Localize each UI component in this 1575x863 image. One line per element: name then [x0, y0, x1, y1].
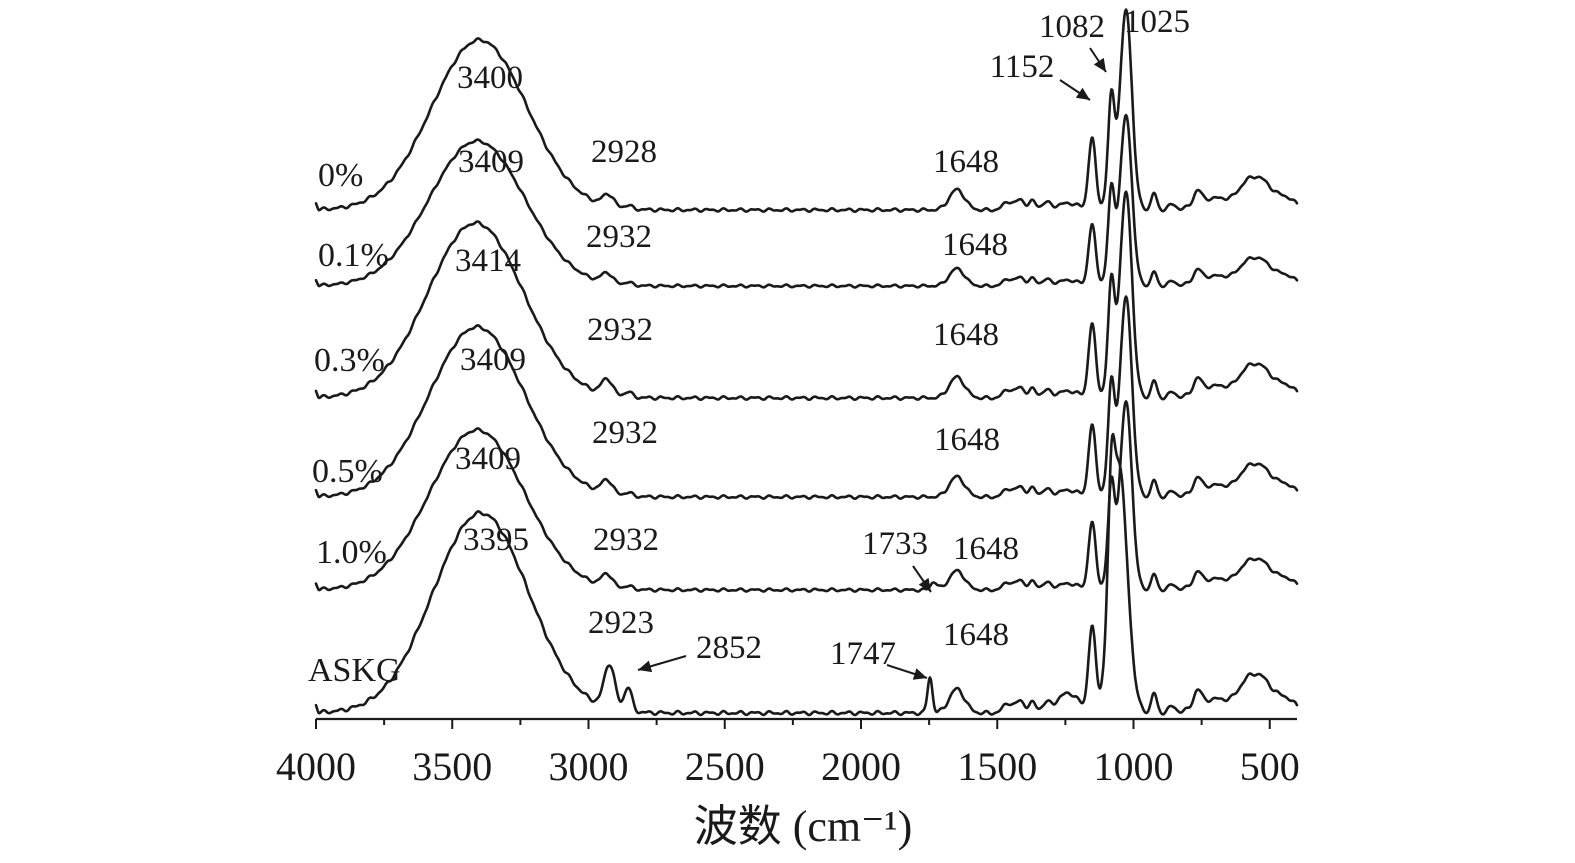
peak-label: 1648 [933, 317, 999, 353]
series-label: 0.1% [318, 237, 389, 274]
peak-label: 2932 [587, 312, 653, 348]
peak-label: 1648 [934, 422, 1000, 458]
spectrum-ASKG [314, 432, 1299, 717]
spectrum-0.5% [314, 295, 1299, 500]
peak-label: 1648 [942, 227, 1008, 263]
peak-label: 1025 [1124, 4, 1190, 40]
peak-label: 1152 [990, 49, 1055, 85]
series-label: 0% [318, 157, 363, 194]
peak-label: 3409 [460, 342, 526, 378]
peak-label: 1747 [830, 636, 896, 672]
peak-label: 2852 [696, 630, 762, 666]
annotation-arrow [1059, 79, 1091, 101]
peak-label: 1648 [943, 617, 1009, 653]
peak-label: 3400 [457, 60, 523, 96]
peak-label: 1648 [953, 531, 1019, 567]
peak-label: 3409 [458, 144, 524, 180]
peak-label: 2928 [591, 134, 657, 170]
annotation-arrow [912, 565, 932, 593]
x-tick-label: 3500 [412, 744, 492, 789]
series-label: 1.0% [316, 534, 387, 571]
peak-label: 2932 [593, 522, 659, 558]
x-tick-label: 1000 [1094, 744, 1174, 789]
peak-label: 2932 [592, 415, 658, 451]
spectrum-1.0% [314, 400, 1299, 593]
peak-label: 3395 [463, 522, 529, 558]
peak-label: 1733 [862, 526, 928, 562]
annotation-arrow [637, 655, 687, 673]
annotation-arrow [1089, 47, 1107, 73]
spectrum-0% [314, 8, 1299, 213]
x-tick-label: 2000 [821, 744, 901, 789]
annotation-arrow [886, 664, 928, 680]
x-axis-title: 波数 (cm⁻¹) [694, 802, 912, 851]
peak-label: 1082 [1039, 9, 1105, 45]
peak-label: 2923 [588, 605, 654, 641]
spectrum-0.3% [314, 190, 1299, 401]
spectrum-0.1% [314, 113, 1299, 289]
peak-label: 2932 [586, 219, 652, 255]
x-tick-label: 3000 [549, 744, 629, 789]
annotation-group: 0% 0.1% 0.3% 0.5% 1.0% ASKG 3400 2928 1648 1152 10… [308, 4, 1190, 689]
x-tick-label: 1500 [957, 744, 1037, 789]
peak-label: 3409 [455, 441, 521, 477]
x-axis: 4000 3500 3000 2500 2000 1500 1000 500 [276, 717, 1300, 789]
x-tick-label: 2500 [685, 744, 765, 789]
peak-label: 1648 [933, 144, 999, 180]
peak-label: 3414 [455, 243, 521, 279]
series-label: 0.3% [314, 342, 385, 379]
x-tick-label: 500 [1240, 744, 1300, 789]
series-label: ASKG [308, 652, 401, 689]
spectra-group [314, 8, 1299, 717]
x-tick-label: 4000 [276, 744, 356, 789]
series-label: 0.5% [312, 453, 383, 490]
